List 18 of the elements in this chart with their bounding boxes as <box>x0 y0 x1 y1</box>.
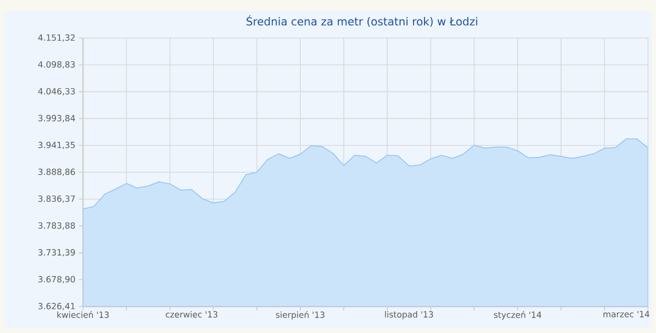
x-tick-label: listopad '13 <box>385 311 433 320</box>
y-tick-label: 3.783,88 <box>38 222 75 230</box>
x-tick-label: marzec '14 <box>604 311 650 318</box>
y-tick-label: 3.993,84 <box>38 114 75 122</box>
x-tick-label: czerwiec '13 <box>166 311 218 318</box>
x-tick-label: sierpień '13 <box>276 311 324 320</box>
y-tick-label: 3.678,90 <box>38 276 75 284</box>
y-tick-label: 4.046,33 <box>38 88 75 96</box>
y-tick-label: 3.836,37 <box>38 195 75 203</box>
y-tick-label: 3.626,41 <box>38 302 75 310</box>
y-tick-label: 4.151,32 <box>38 34 75 42</box>
x-tick-label: kwiecień '13 <box>57 311 109 318</box>
y-tick-label: 3.941,35 <box>38 142 75 150</box>
x-tick-label: styczeń '14 <box>494 311 542 320</box>
y-tick-label: 4.098,83 <box>38 61 75 68</box>
chart-title: Średnia cena za metr (ostatni rok) w Łodzi <box>246 15 478 27</box>
y-tick-label: 3.731,39 <box>38 249 75 256</box>
y-tick-label: 3.888,86 <box>38 168 75 176</box>
